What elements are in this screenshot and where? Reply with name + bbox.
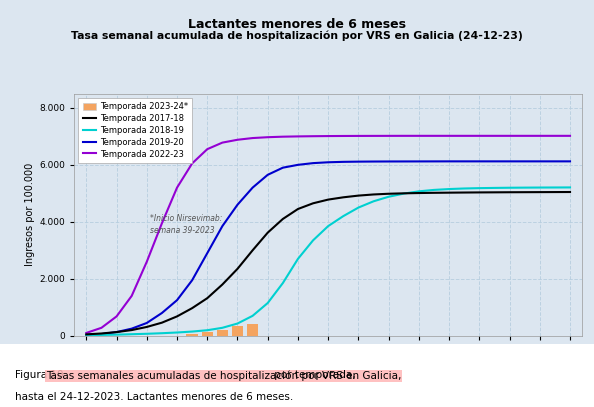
X-axis label: Semana epidemiológica: Semana epidemiológica	[266, 358, 391, 368]
Bar	[217, 330, 228, 336]
Text: *Inicio Nirsevimab:
semana 39-2023: *Inicio Nirsevimab: semana 39-2023	[150, 214, 222, 235]
Bar	[247, 324, 258, 336]
Legend: Temporada 2023-24*, Temporada 2017-18, Temporada 2018-19, Temporada 2019-20, Tem: Temporada 2023-24*, Temporada 2017-18, T…	[78, 98, 192, 163]
Text: hasta el 24-12-2023. Lactantes menores de 6 meses.: hasta el 24-12-2023. Lactantes menores d…	[15, 392, 293, 402]
Bar	[187, 335, 198, 336]
Y-axis label: Ingresos por 100.000: Ingresos por 100.000	[25, 163, 35, 266]
Text: por temporada,: por temporada,	[271, 370, 356, 381]
Text: Figura 10.: Figura 10.	[15, 370, 70, 381]
Text: Tasa semanal acumulada de hospitalización por VRS en Galicia (24-12-23): Tasa semanal acumulada de hospitalizació…	[71, 31, 523, 41]
Text: Fuente: Dirección Xeral de Saúde Pública: Fuente: Dirección Xeral de Saúde Pública	[75, 367, 233, 376]
Bar	[201, 333, 213, 336]
Text: Lactantes menores de 6 meses: Lactantes menores de 6 meses	[188, 18, 406, 31]
Text: Tasas semanales acumuladas de hospitalización por VRS en Galicia,: Tasas semanales acumuladas de hospitaliz…	[46, 370, 401, 381]
Bar	[232, 326, 243, 336]
